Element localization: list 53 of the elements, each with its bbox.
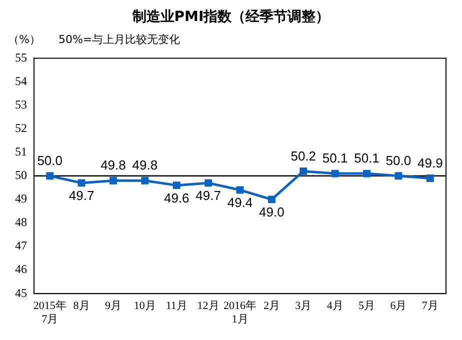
data-label: 49.7 — [196, 188, 221, 204]
y-tick-label: 55 — [15, 50, 27, 64]
y-tick-label: 50 — [15, 168, 27, 182]
y-tick-label: 51 — [15, 144, 27, 159]
data-label: 50.0 — [37, 152, 62, 168]
point — [236, 186, 244, 194]
x-tick-label: 8月 — [73, 300, 90, 312]
point — [394, 172, 402, 180]
point — [331, 170, 339, 178]
point — [363, 170, 370, 178]
point — [46, 172, 54, 180]
point — [172, 182, 180, 190]
y-tick-label: 48 — [15, 215, 27, 230]
data-label: 50.1 — [354, 150, 380, 166]
y-tick-label: 46 — [15, 262, 27, 276]
x-tick-label: 2月 — [263, 300, 280, 312]
data-label: 49.6 — [164, 190, 190, 206]
x-tick-label: 2015年 7月 — [33, 300, 66, 326]
y-tick-label: 49 — [15, 192, 27, 206]
y-tick-label: 53 — [15, 97, 27, 112]
data-label: 49.9 — [418, 155, 443, 170]
x-tick-label: 2016年 1月 — [224, 300, 256, 326]
y-axis-title: （%） — [8, 32, 40, 46]
chart-title: 制造业PMI指数（经季节调整） — [131, 8, 331, 27]
y-tick-label: 52 — [15, 120, 27, 135]
data-label: 50.0 — [386, 152, 412, 168]
data-label: 49.4 — [227, 195, 253, 210]
x-tick-label: 7月 — [422, 300, 438, 312]
data-label: 49.8 — [132, 158, 158, 173]
x-tick-label: 9月 — [104, 300, 122, 312]
point — [141, 176, 149, 184]
point — [300, 167, 308, 175]
data-label: 49.8 — [100, 158, 126, 173]
point — [426, 174, 434, 182]
x-tick-label: 4月 — [326, 300, 344, 312]
x-tick-label: 6月 — [390, 300, 407, 312]
point — [268, 196, 276, 204]
point — [204, 179, 212, 187]
point — [78, 179, 86, 187]
y-tick-label: 45 — [15, 286, 27, 300]
x-tick-label: 5月 — [358, 300, 376, 312]
data-label: 50.2 — [290, 148, 316, 164]
x-tick-label: 11月 — [166, 300, 188, 312]
data-label: 50.1 — [322, 150, 348, 166]
x-tick-label: 10月 — [134, 300, 156, 312]
y-tick-label: 47 — [15, 238, 27, 253]
x-tick-label: 3月 — [295, 300, 312, 312]
text: 50%=与上月比较无变化 — [58, 32, 180, 46]
data-label: 49.7 — [68, 188, 94, 204]
data-label: 49.0 — [259, 204, 284, 220]
point — [110, 176, 117, 184]
x-tick-label: 12月 — [197, 300, 220, 312]
y-tick-label: 54 — [15, 74, 27, 88]
